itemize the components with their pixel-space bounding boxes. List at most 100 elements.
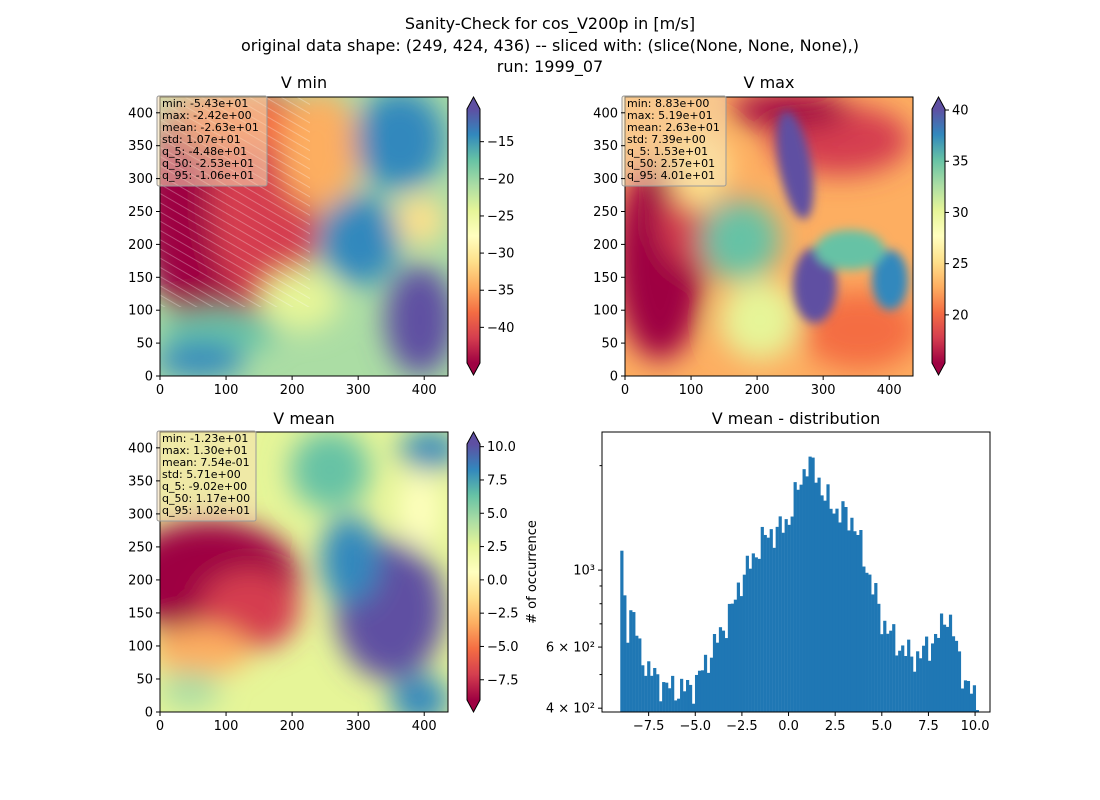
histogram-bar [829,508,833,712]
stat-line: max: 5.19e+01 [627,109,713,122]
histogram-bar [916,651,920,712]
histogram-bar [841,501,845,712]
colorbar-tick-label: 20 [952,308,969,323]
x-tick-label: 2.5 [825,719,846,734]
colorbar-tick-label: −25 [487,209,514,224]
x-tick-label: 0 [621,383,629,398]
histogram-bar [805,476,809,712]
histogram-bar [802,469,806,712]
histogram-bar [671,675,675,712]
histogram-bar [850,517,854,712]
y-tick-label: 150 [128,606,153,621]
colorbar: 10.0 7.5 5.0 2.5 0.0 −2.5 −5.0 −7.5 [466,430,519,714]
histogram-bar [901,645,905,712]
histogram-bar [907,639,911,712]
histogram-bar [778,516,782,712]
y-tick-label: 350 [128,139,153,154]
histogram-bar [826,484,830,712]
x-tick-label: −5.0 [679,719,711,734]
histogram-bar [969,693,974,712]
histogram-bar [736,582,740,712]
histogram-bar [799,484,803,712]
histogram-bar [823,500,827,712]
histogram-bar [796,489,800,712]
stats-box: min: -1.23e+01 max: 1.30e+01 mean: 7.54e… [156,430,257,522]
histogram-bar [763,534,767,712]
histogram-bar [814,482,818,712]
histogram-bar [847,530,851,712]
histogram-bar [811,457,815,712]
stat-line: std: 7.39e+00 [627,133,706,146]
histogram-bar [650,675,654,712]
stat-line: mean: 7.54e-01 [162,456,250,469]
histogram-bar [668,688,672,712]
y-tick-label: 10³ [573,564,595,579]
stat-line: std: 1.07e+01 [162,133,241,146]
histogram-bar [877,603,881,712]
histogram-bar [832,513,836,712]
y-tick-label: 0 [610,370,618,385]
stat-line: min: -5.43e+01 [162,97,248,110]
histogram-bar [742,574,746,712]
histogram-bar [739,596,743,712]
histogram-bar [865,572,869,712]
y-tick-label: 0 [145,706,153,721]
histogram-bar [859,530,863,712]
x-tick-label: 400 [412,383,437,398]
histogram-bar [889,630,893,712]
histogram-bar [694,674,699,712]
stats-box: min: 8.83e+00 max: 5.19e+01 mean: 2.63e+… [621,95,727,187]
y-tick-label: 100 [593,304,618,319]
histogram-bar [975,710,980,712]
histogram-bar [709,657,714,712]
y-tick-label: 400 [128,106,153,121]
stat-line: q_50: -2.53e+01 [162,157,254,170]
histogram-bar [629,610,633,712]
histogram-bar [620,550,624,712]
stat-line: q_95: 1.02e+01 [162,504,250,517]
stat-line: q_5: -9.02e+00 [162,480,247,493]
x-tick-label: 5.0 [871,719,892,734]
panel-v-mean-distribution: V mean - distribution # of occurrence −7… [525,409,991,734]
histogram-bar [963,680,968,712]
histogram-bar [659,701,663,712]
panel-title: V mean [273,409,334,428]
histogram-bar [844,506,848,712]
histogram-bar [647,661,651,712]
y-tick-label: 300 [593,172,618,187]
histogram-bar [838,522,842,712]
histogram-bar [904,655,908,712]
histogram-bar [626,642,630,712]
stat-line: q_50: 1.17e+00 [162,492,250,505]
x-tick-label: 200 [280,383,305,398]
histogram-bar [700,670,705,712]
histogram-bar [898,650,902,712]
x-tick-label: 300 [346,719,371,734]
y-tick-label: 250 [593,205,618,220]
y-tick-label: 400 [593,106,618,121]
histogram-bar [856,534,860,712]
histogram-bar [674,700,678,712]
histogram-bar [936,637,941,712]
histogram-bar [910,656,914,712]
colorbar-tick-label: 5.0 [487,507,508,522]
histogram-bar [919,658,923,712]
histogram-bar [697,670,702,712]
histogram-bar [886,633,890,712]
histogram-bar [960,688,965,712]
stat-line: q_50: 2.57e+01 [627,157,715,170]
histogram-bar [691,703,696,712]
stat-line: mean: -2.63e+01 [162,121,259,134]
histogram-bar [751,553,755,712]
stat-line: max: 1.30e+01 [162,444,248,457]
panel-title: V mean - distribution [712,409,881,428]
histogram-bar [745,555,749,712]
histogram-bar [784,519,788,712]
histogram-bar [954,640,959,712]
y-tick-label: 50 [601,337,618,352]
figure-title-line-3: run: 1999_07 [497,57,603,77]
colorbar-tick-label: 35 [952,155,969,170]
colorbar-tick-label: −35 [487,284,514,299]
histogram-bar [665,682,669,712]
histogram-bars [620,456,980,712]
